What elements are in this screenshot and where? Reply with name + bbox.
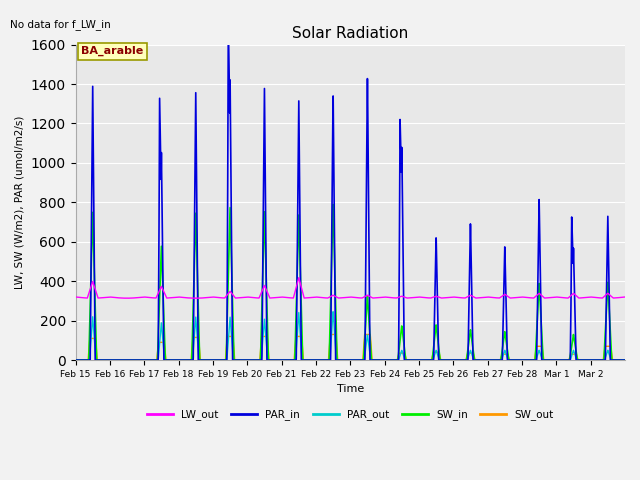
Legend: LW_out, PAR_in, PAR_out, SW_in, SW_out: LW_out, PAR_in, PAR_out, SW_in, SW_out bbox=[143, 405, 558, 424]
X-axis label: Time: Time bbox=[337, 384, 364, 395]
Y-axis label: LW, SW (W/m2), PAR (umol/m2/s): LW, SW (W/m2), PAR (umol/m2/s) bbox=[15, 116, 25, 289]
Text: No data for f_LW_in: No data for f_LW_in bbox=[10, 19, 110, 30]
Text: BA_arable: BA_arable bbox=[81, 46, 143, 56]
Title: Solar Radiation: Solar Radiation bbox=[292, 25, 408, 41]
